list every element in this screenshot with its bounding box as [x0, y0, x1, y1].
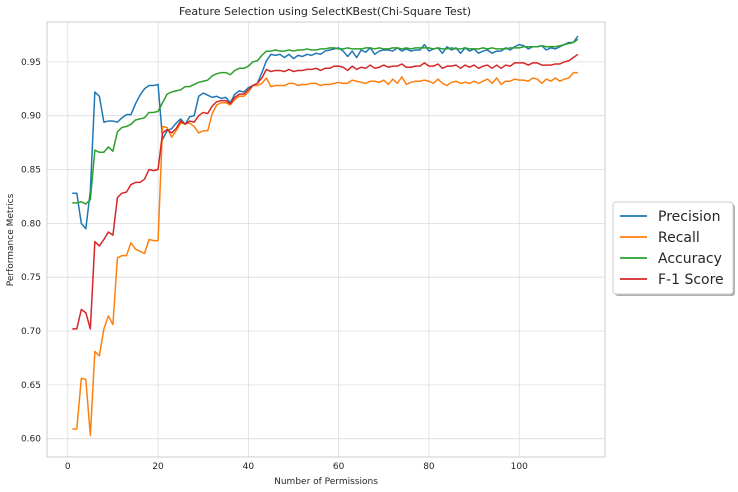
- x-tick-label: 20: [152, 462, 164, 472]
- plot-frame: [46, 21, 606, 458]
- y-tick-label: 0.95: [21, 58, 41, 68]
- x-tick-label: 80: [423, 462, 435, 472]
- legend: Precision Recall Accuracy F-1 Score: [612, 201, 735, 296]
- plot-background: [47, 22, 605, 457]
- legend-box: [612, 201, 734, 295]
- series-line-f-1-score: [72, 53, 579, 330]
- x-tick-label: 0: [65, 462, 71, 472]
- legend-label-f-1-score: F-1 Score: [658, 272, 724, 288]
- series-line-precision: [72, 35, 579, 230]
- chart-title: Feature Selection using SelectKBest(Chi-…: [179, 5, 471, 18]
- grid: [47, 22, 605, 457]
- y-tick-label: 0.65: [21, 381, 41, 391]
- legend-label-recall: Recall: [658, 230, 700, 246]
- x-tick-label: 60: [333, 462, 345, 472]
- y-tick-label: 0.80: [21, 219, 41, 229]
- y-tick-label: 0.60: [21, 435, 41, 445]
- series-layer: [72, 35, 579, 437]
- y-tick-label: 0.90: [21, 112, 41, 122]
- y-tick-label: 0.85: [21, 166, 41, 176]
- series-line-recall: [72, 71, 578, 437]
- plot-border: [46, 21, 606, 458]
- x-tick-label: 40: [243, 462, 255, 472]
- y-axis-ticks: 0.60 0.65 0.70 0.75 0.80 0.85 0.90 0.95: [21, 58, 41, 445]
- x-axis-label: Number of Permissions: [274, 477, 378, 487]
- x-axis-ticks: 0 20 40 60 80 100: [65, 462, 528, 472]
- series-line-accuracy: [72, 38, 579, 205]
- y-tick-label: 0.75: [21, 273, 41, 283]
- y-axis-label: Performance Metrics: [6, 193, 16, 286]
- legend-label-precision: Precision: [658, 209, 720, 225]
- x-tick-label: 100: [511, 462, 528, 472]
- legend-label-accuracy: Accuracy: [658, 251, 722, 267]
- y-tick-label: 0.70: [21, 327, 41, 337]
- plot-area: [47, 22, 605, 457]
